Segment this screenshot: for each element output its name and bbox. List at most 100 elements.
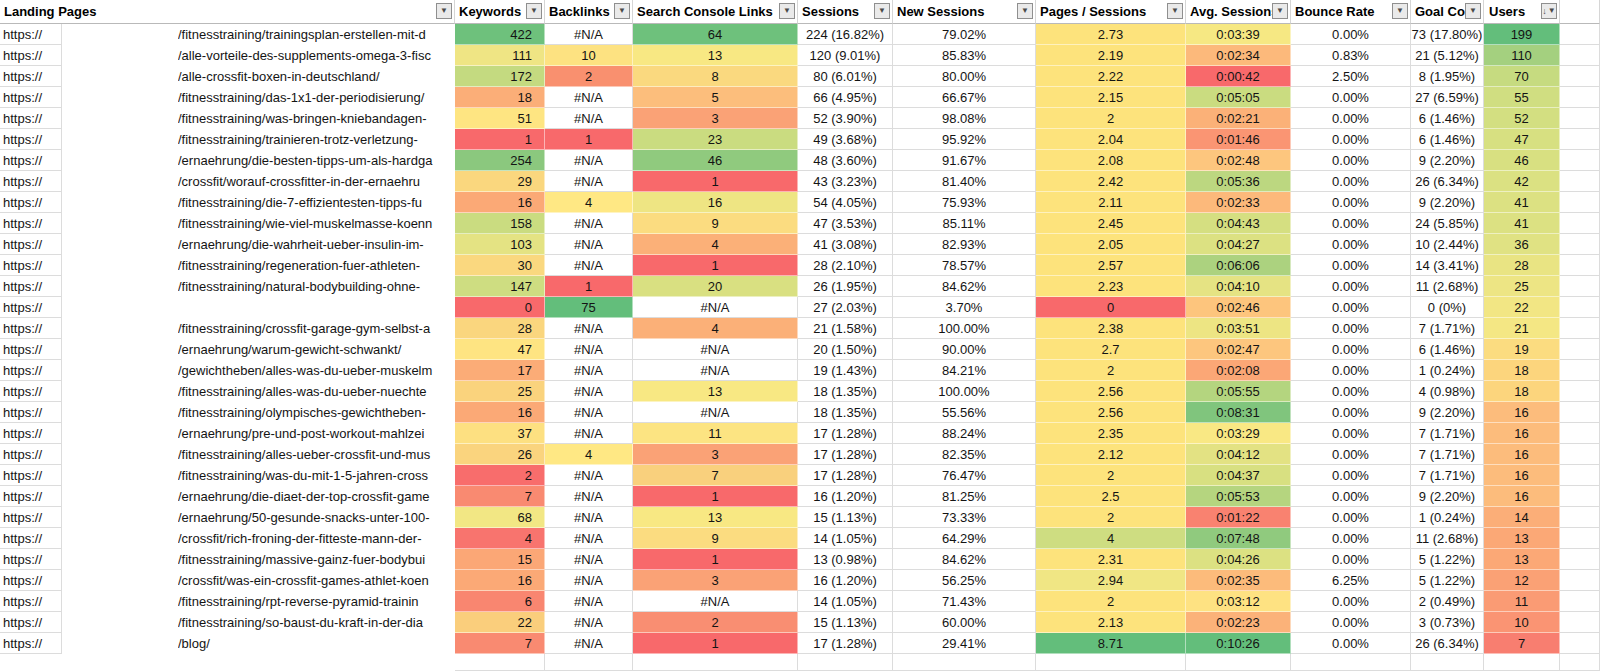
empty-cell[interactable] <box>1560 171 1600 192</box>
filter-button-avg-sessions[interactable]: ▼ <box>1272 3 1288 19</box>
filter-button-sessions[interactable]: ▼ <box>874 3 890 19</box>
keywords-cell[interactable]: 18 <box>455 87 545 108</box>
new-sessions-cell[interactable]: 100.00% <box>893 318 1036 339</box>
search-console-links-cell[interactable]: #N/A <box>633 591 798 612</box>
bounce-rate-cell[interactable]: 0.00% <box>1291 24 1411 45</box>
keywords-cell[interactable]: 26 <box>455 444 545 465</box>
landing-page-cell[interactable]: https:///fitnesstraining/was-bringen-kni… <box>0 108 455 129</box>
sessions-cell[interactable]: 28 (2.10%) <box>798 255 893 276</box>
bounce-rate-cell[interactable]: 0.00% <box>1291 234 1411 255</box>
landing-page-cell[interactable]: https:///fitnesstraining/das-1x1-der-per… <box>0 87 455 108</box>
pages-per-session-cell[interactable]: 2.38 <box>1036 318 1186 339</box>
filter-button-goal-completions[interactable]: ▼ <box>1465 3 1481 19</box>
landing-page-cell[interactable]: https:///fitnesstraining/wie-viel-muskel… <box>0 213 455 234</box>
empty-cell[interactable] <box>1560 192 1600 213</box>
keywords-cell[interactable]: 4 <box>455 528 545 549</box>
landing-page-cell[interactable]: https:///alle-vorteile-des-supplements-o… <box>0 45 455 66</box>
backlinks-cell[interactable]: #N/A <box>545 360 633 381</box>
backlinks-cell[interactable]: #N/A <box>545 549 633 570</box>
goal-completions-cell[interactable]: 5 (1.22%) <box>1411 570 1484 591</box>
avg-session-duration-cell[interactable]: 0:03:29 <box>1186 423 1291 444</box>
new-sessions-cell[interactable]: 85.11% <box>893 213 1036 234</box>
new-sessions-cell[interactable]: 78.57% <box>893 255 1036 276</box>
keywords-cell[interactable]: 16 <box>455 570 545 591</box>
filter-button-landing-pages[interactable]: ▼ <box>436 3 452 19</box>
bounce-rate-cell[interactable]: 0.00% <box>1291 255 1411 276</box>
backlinks-cell[interactable]: #N/A <box>545 423 633 444</box>
search-console-links-cell[interactable]: 1 <box>633 549 798 570</box>
bounce-rate-cell[interactable]: 0.00% <box>1291 591 1411 612</box>
new-sessions-cell[interactable]: 81.25% <box>893 486 1036 507</box>
search-console-links-cell[interactable]: 4 <box>633 318 798 339</box>
new-sessions-cell[interactable]: 84.62% <box>893 276 1036 297</box>
backlinks-cell[interactable]: #N/A <box>545 465 633 486</box>
keywords-cell[interactable]: 254 <box>455 150 545 171</box>
avg-session-duration-cell[interactable]: 0:00:42 <box>1186 66 1291 87</box>
bounce-rate-cell[interactable]: 0.00% <box>1291 171 1411 192</box>
avg-session-duration-cell[interactable]: 0:01:46 <box>1186 129 1291 150</box>
landing-page-cell[interactable]: https:///fitnesstraining/die-7-effizient… <box>0 192 455 213</box>
users-cell[interactable]: 36 <box>1484 234 1560 255</box>
search-console-links-cell[interactable]: 3 <box>633 570 798 591</box>
sessions-cell[interactable]: 120 (9.01%) <box>798 45 893 66</box>
keywords-cell[interactable]: 103 <box>455 234 545 255</box>
keywords-cell[interactable]: 28 <box>455 318 545 339</box>
users-cell[interactable]: 16 <box>1484 423 1560 444</box>
sessions-cell[interactable]: 18 (1.35%) <box>798 402 893 423</box>
users-cell[interactable]: 22 <box>1484 297 1560 318</box>
goal-completions-cell[interactable]: 21 (5.12%) <box>1411 45 1484 66</box>
keywords-cell[interactable]: 7 <box>455 633 545 654</box>
empty-cell[interactable] <box>1560 150 1600 171</box>
empty-cell[interactable] <box>1560 234 1600 255</box>
landing-page-cell[interactable]: https:///blog/ <box>0 633 455 654</box>
backlinks-cell[interactable]: 4 <box>545 444 633 465</box>
sessions-cell[interactable]: 15 (1.13%) <box>798 507 893 528</box>
pages-per-session-cell[interactable]: 2 <box>1036 465 1186 486</box>
avg-session-duration-cell[interactable]: 0:02:08 <box>1186 360 1291 381</box>
search-console-links-cell[interactable]: 20 <box>633 276 798 297</box>
search-console-links-cell[interactable]: 5 <box>633 87 798 108</box>
pages-per-session-cell[interactable]: 8.71 <box>1036 633 1186 654</box>
keywords-cell[interactable]: 15 <box>455 549 545 570</box>
filter-button-pages-per-session[interactable]: ▼ <box>1167 3 1183 19</box>
landing-page-cell[interactable]: https:///fitnesstraining/rpt-reverse-pyr… <box>0 591 455 612</box>
pages-per-session-cell[interactable]: 2.15 <box>1036 87 1186 108</box>
empty-cell[interactable] <box>1560 276 1600 297</box>
avg-session-duration-cell[interactable]: 0:04:43 <box>1186 213 1291 234</box>
search-console-links-cell[interactable]: 3 <box>633 444 798 465</box>
users-cell[interactable]: 199 <box>1484 24 1560 45</box>
backlinks-cell[interactable]: #N/A <box>545 381 633 402</box>
landing-page-cell[interactable]: https:///fitnesstraining/regeneration-fu… <box>0 255 455 276</box>
users-cell[interactable]: 25 <box>1484 276 1560 297</box>
search-console-links-cell[interactable]: 1 <box>633 633 798 654</box>
users-cell[interactable]: 41 <box>1484 192 1560 213</box>
search-console-links-cell[interactable]: 13 <box>633 507 798 528</box>
new-sessions-cell[interactable]: 98.08% <box>893 108 1036 129</box>
search-console-links-cell[interactable]: 64 <box>633 24 798 45</box>
backlinks-cell[interactable]: #N/A <box>545 234 633 255</box>
new-sessions-cell[interactable]: 84.62% <box>893 549 1036 570</box>
backlinks-cell[interactable]: #N/A <box>545 507 633 528</box>
empty-cell[interactable] <box>1560 486 1600 507</box>
sessions-cell[interactable]: 48 (3.60%) <box>798 150 893 171</box>
new-sessions-cell[interactable]: 75.93% <box>893 192 1036 213</box>
avg-session-duration-cell[interactable]: 0:02:35 <box>1186 570 1291 591</box>
avg-session-duration-cell[interactable]: 0:02:46 <box>1186 297 1291 318</box>
pages-per-session-cell[interactable]: 2.05 <box>1036 234 1186 255</box>
bounce-rate-cell[interactable]: 0.00% <box>1291 360 1411 381</box>
sessions-cell[interactable]: 14 (1.05%) <box>798 591 893 612</box>
empty-cell[interactable] <box>1560 654 1600 671</box>
search-console-links-cell[interactable]: 11 <box>633 423 798 444</box>
avg-session-duration-cell[interactable]: 0:05:05 <box>1186 87 1291 108</box>
search-console-links-cell[interactable]: #N/A <box>633 402 798 423</box>
new-sessions-cell[interactable]: 76.47% <box>893 465 1036 486</box>
avg-session-duration-cell[interactable]: 0:04:27 <box>1186 234 1291 255</box>
pages-per-session-cell[interactable]: 2.19 <box>1036 45 1186 66</box>
landing-page-cell[interactable]: https:///fitnesstraining/olympisches-gew… <box>0 402 455 423</box>
avg-session-duration-cell[interactable]: 0:02:48 <box>1186 150 1291 171</box>
goal-completions-cell[interactable]: 3 (0.73%) <box>1411 612 1484 633</box>
empty-cell[interactable] <box>1484 654 1560 671</box>
goal-completions-cell[interactable]: 10 (2.44%) <box>1411 234 1484 255</box>
backlinks-cell[interactable]: #N/A <box>545 108 633 129</box>
users-cell[interactable]: 110 <box>1484 45 1560 66</box>
